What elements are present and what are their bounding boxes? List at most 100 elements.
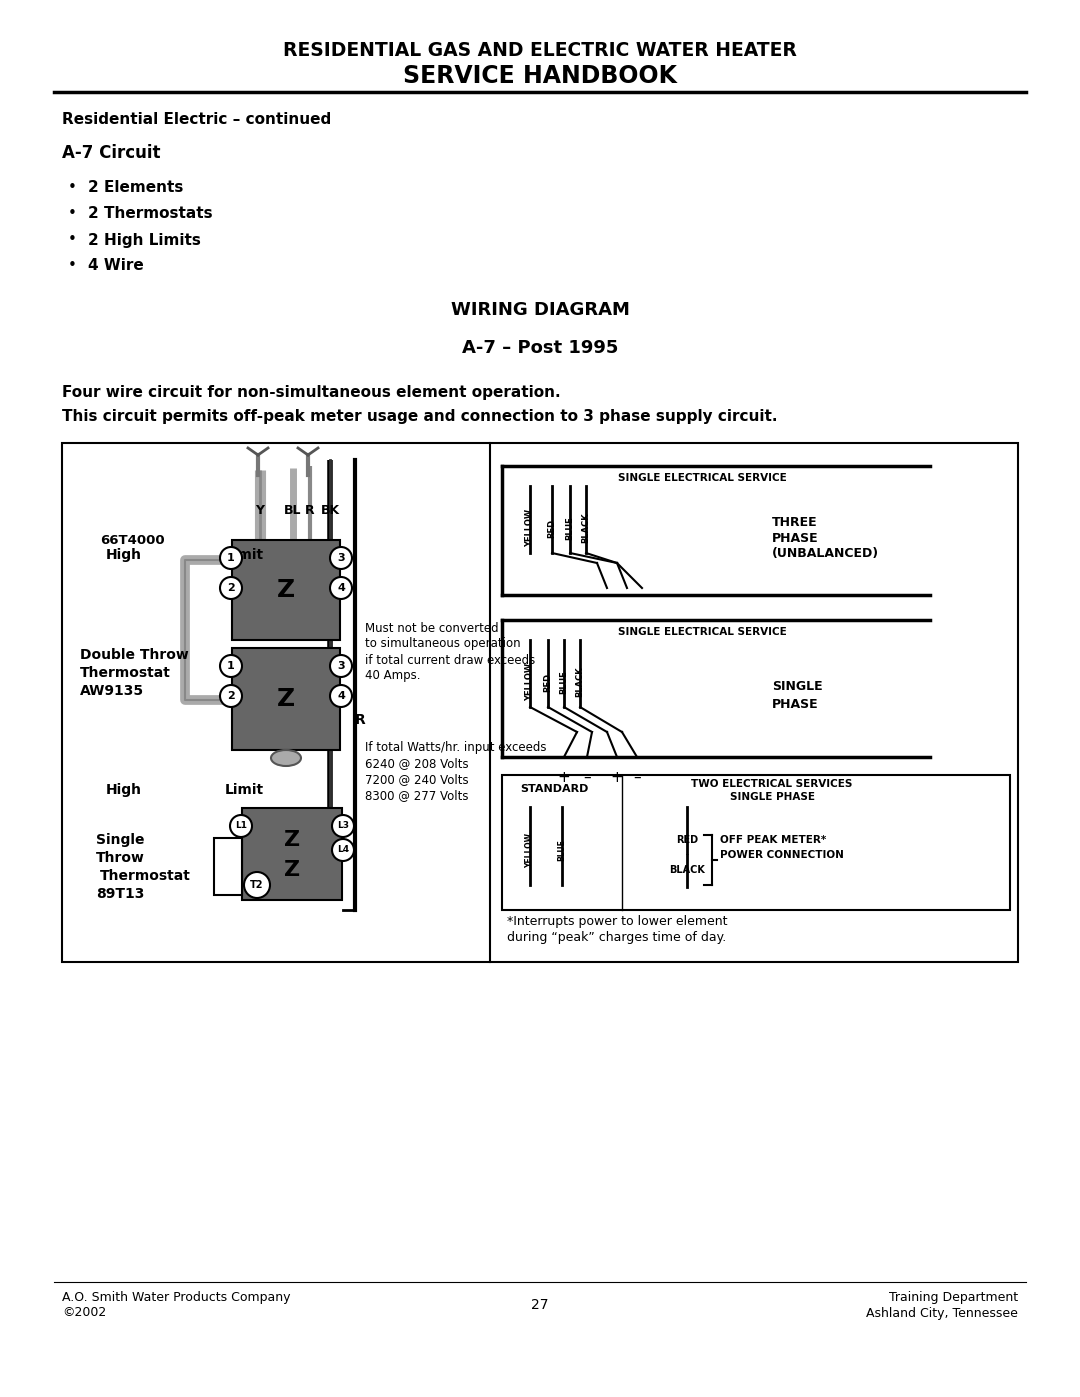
Text: 3: 3 [337,661,345,671]
Text: Y: Y [256,503,265,517]
Text: Limit: Limit [225,782,265,798]
Text: +: + [557,770,570,785]
Text: •: • [68,232,77,247]
Text: High: High [106,548,141,562]
Text: BLUE: BLUE [557,840,567,861]
Text: BK: BK [321,503,339,517]
Text: 40 Amps.: 40 Amps. [365,669,420,683]
Text: RED: RED [543,672,553,692]
Circle shape [330,548,352,569]
Circle shape [220,685,242,707]
Bar [62,443,1018,963]
Bar [502,775,1010,909]
Text: Limit: Limit [225,548,265,562]
Text: A-7 – Post 1995: A-7 – Post 1995 [462,339,618,358]
Text: Residential Electric – continued: Residential Electric – continued [62,113,332,127]
Text: POWER CONNECTION: POWER CONNECTION [720,849,843,861]
Text: Must not be converted: Must not be converted [365,622,499,634]
Text: BLUE: BLUE [559,671,568,694]
Text: •: • [68,207,77,222]
Text: THREE: THREE [772,517,818,529]
Text: SINGLE PHASE: SINGLE PHASE [729,792,814,802]
Text: L1: L1 [235,821,247,830]
Text: If total Watts/hr. input exceeds: If total Watts/hr. input exceeds [365,742,546,754]
Text: WIRING DIAGRAM: WIRING DIAGRAM [450,300,630,319]
Text: OFF PEAK METER*: OFF PEAK METER* [720,835,826,845]
Text: YELLOW: YELLOW [526,509,535,548]
Text: 4: 4 [337,692,345,701]
Bar [214,838,242,895]
Circle shape [220,548,242,569]
Text: PHASE: PHASE [772,531,819,545]
Text: SERVICE HANDBOOK: SERVICE HANDBOOK [403,64,677,88]
Text: Z: Z [284,861,300,880]
Text: YELLOW: YELLOW [526,833,535,868]
Text: 2 High Limits: 2 High Limits [87,232,201,247]
Text: 89T13: 89T13 [96,887,145,901]
Text: RESIDENTIAL GAS AND ELECTRIC WATER HEATER: RESIDENTIAL GAS AND ELECTRIC WATER HEATE… [283,41,797,60]
Text: +: + [610,770,623,785]
Text: STANDARD: STANDARD [519,784,589,793]
Text: 2: 2 [227,692,234,701]
Text: Single: Single [96,833,145,847]
Text: Thermostat: Thermostat [80,666,171,680]
Text: 66T4000: 66T4000 [100,534,164,546]
Text: 6240 @ 208 Volts: 6240 @ 208 Volts [365,757,469,771]
Text: 8300 @ 277 Volts: 8300 @ 277 Volts [365,789,469,802]
Text: RED: RED [676,835,698,845]
Text: L3: L3 [337,821,349,830]
Text: Z: Z [284,830,300,849]
Text: A-7 Circuit: A-7 Circuit [62,144,161,162]
Text: Throw: Throw [95,851,145,865]
Text: •: • [68,258,77,274]
Text: 3: 3 [337,553,345,563]
Text: RED: RED [548,518,556,538]
Text: This circuit permits off-peak meter usage and connection to 3 phase supply circu: This circuit permits off-peak meter usag… [62,408,778,423]
Text: 1: 1 [227,661,234,671]
Bar [242,807,342,900]
Text: T2: T2 [251,880,264,890]
Circle shape [244,872,270,898]
Text: •: • [68,180,77,196]
Text: Z: Z [276,578,295,602]
Text: A.O. Smith Water Products Company: A.O. Smith Water Products Company [62,1291,291,1305]
Text: –: – [633,770,640,785]
Text: Double Throw: Double Throw [80,648,189,662]
Text: if total current draw exceeds: if total current draw exceeds [365,654,536,666]
Text: SINGLE: SINGLE [772,680,823,693]
Text: 2 Elements: 2 Elements [87,180,184,196]
Text: ©2002: ©2002 [62,1306,106,1320]
Text: Z: Z [276,687,295,711]
Text: R: R [355,712,366,726]
Circle shape [330,685,352,707]
Text: 4: 4 [337,583,345,592]
Bar [232,648,340,750]
Circle shape [330,655,352,678]
Circle shape [230,814,252,837]
Circle shape [220,577,242,599]
Text: 7200 @ 240 Volts: 7200 @ 240 Volts [365,774,469,787]
Text: R: R [306,503,314,517]
Text: BLUE: BLUE [566,515,575,539]
Text: to simultaneous operation: to simultaneous operation [365,637,521,651]
Text: Four wire circuit for non-simultaneous element operation.: Four wire circuit for non-simultaneous e… [62,384,561,400]
Text: (UNBALANCED): (UNBALANCED) [772,546,879,560]
Text: Ashland City, Tennessee: Ashland City, Tennessee [866,1306,1018,1320]
Text: 27: 27 [531,1298,549,1312]
Text: SINGLE ELECTRICAL SERVICE: SINGLE ELECTRICAL SERVICE [618,474,786,483]
Text: Thermostat: Thermostat [100,869,191,883]
Text: YELLOW: YELLOW [526,664,535,701]
Text: *Interrupts power to lower element: *Interrupts power to lower element [507,915,728,929]
Text: AW9135: AW9135 [80,685,144,698]
Text: SINGLE ELECTRICAL SERVICE: SINGLE ELECTRICAL SERVICE [618,627,786,637]
Text: 1: 1 [227,553,234,563]
Text: TWO ELECTRICAL SERVICES: TWO ELECTRICAL SERVICES [691,780,853,789]
Ellipse shape [271,750,301,766]
Text: BLACK: BLACK [581,513,591,543]
Text: 4 Wire: 4 Wire [87,258,144,274]
Text: PHASE: PHASE [772,697,819,711]
Bar [232,541,340,640]
Circle shape [332,840,354,861]
Text: BLACK: BLACK [576,666,584,697]
Text: 2: 2 [227,583,234,592]
